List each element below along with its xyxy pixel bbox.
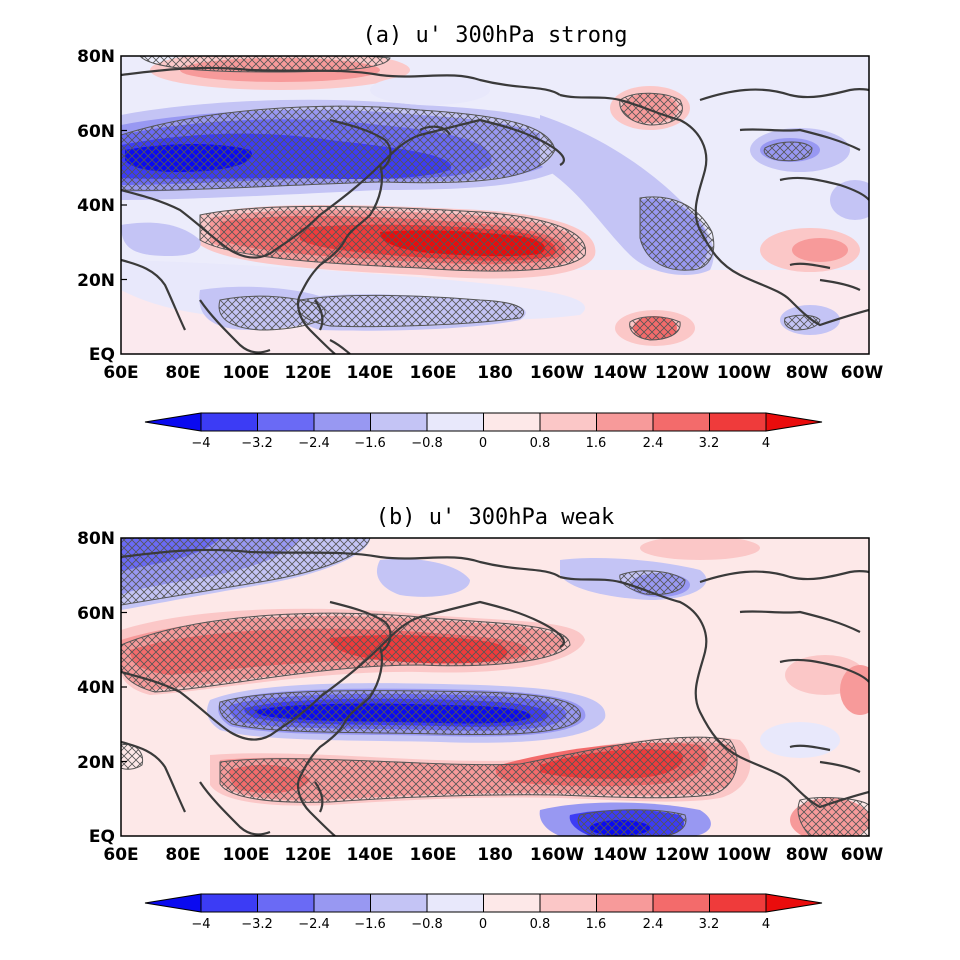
panel-a-lon-labels: 60E 80E 100E 120E 140E 160E 180 160W 140… xyxy=(103,363,883,383)
panel-a-lon-11: 80W xyxy=(786,363,829,383)
panel-a-cbar-tick-1: −3.2 xyxy=(241,436,273,451)
panel-b-cbar-tick-6: 0.8 xyxy=(530,917,551,932)
panel-a-cbar-tick-8: 2.4 xyxy=(643,436,664,451)
panel-b-cbar-tick-2: −2.4 xyxy=(298,917,330,932)
panel-a-cbar-tick-6: 0.8 xyxy=(530,436,551,451)
panel-b-lon-7: 160W xyxy=(530,845,584,865)
colorbar-right-arrow xyxy=(765,412,823,432)
colorbar-box xyxy=(370,893,428,913)
colorbar-box xyxy=(313,412,371,432)
panel-b-lat-40: 40N xyxy=(77,678,115,698)
panel-a-cbar-tick-2: −2.4 xyxy=(298,436,330,451)
colorbar-left-arrow xyxy=(144,412,202,432)
colorbar-box xyxy=(652,412,710,432)
panel-a-cbar-tick-9: 3.2 xyxy=(699,436,720,451)
colorbar-box xyxy=(313,893,371,913)
panel-a-lon-6: 180 xyxy=(477,363,513,383)
panel-b-cbar-tick-8: 2.4 xyxy=(643,917,664,932)
panel-b-lon-8: 140W xyxy=(593,845,647,865)
panel-b-cbar-tick-4: −0.8 xyxy=(411,917,443,932)
panel-a-lat-80: 80N xyxy=(77,47,115,67)
colorbar-box xyxy=(596,893,654,913)
panel-b-cbar-tick-7: 1.6 xyxy=(586,917,607,932)
panel-b-lon-10: 100W xyxy=(717,845,771,865)
panel-b: (b) u' 300hPa weak xyxy=(77,505,883,932)
panel-b-lat-60: 60N xyxy=(77,604,115,624)
colorbar-box xyxy=(596,412,654,432)
panel-b-cbar-tick-5: 0 xyxy=(479,917,487,932)
panel-b-cbar-tick-10: 4 xyxy=(762,917,770,932)
colorbar-box xyxy=(539,893,597,913)
colorbar-box xyxy=(483,893,541,913)
colorbar-box xyxy=(709,412,767,432)
panel-b-lat-80: 80N xyxy=(77,529,115,549)
panel-b-lon-3: 120E xyxy=(284,845,331,865)
panel-b-lon-9: 120W xyxy=(655,845,709,865)
panel-a-cbar-tick-7: 1.6 xyxy=(586,436,607,451)
panel-b-cbar-tick-0: −4 xyxy=(191,917,210,932)
colorbar-box xyxy=(200,412,258,432)
colorbar-box xyxy=(483,412,541,432)
panel-a-cbar-tick-0: −4 xyxy=(191,436,210,451)
panel-a-cbar-tick-4: −0.8 xyxy=(411,436,443,451)
panel-a-lat-0: EQ xyxy=(89,345,115,365)
panel-a-lat-60: 60N xyxy=(77,122,115,142)
panel-b-ticks xyxy=(121,611,127,763)
colorbar-box xyxy=(539,412,597,432)
panel-a-cbar-tick-10: 4 xyxy=(762,436,770,451)
panel-a-lon-2: 100E xyxy=(222,363,269,383)
colorbar-box xyxy=(652,893,710,913)
colorbar-box xyxy=(257,412,315,432)
panel-b-lon-11: 80W xyxy=(786,845,829,865)
panel-b-lat-0: EQ xyxy=(89,827,115,847)
panel-b-cbar-tick-1: −3.2 xyxy=(241,917,273,932)
panel-a-lon-3: 120E xyxy=(284,363,331,383)
panel-a: (a) u' 300hPa strong xyxy=(77,23,883,451)
panel-b-colorbar-labels: −4 −3.2 −2.4 −1.6 −0.8 0 0.8 1.6 2.4 3.2… xyxy=(191,917,770,932)
panel-b-cbar-tick-9: 3.2 xyxy=(699,917,720,932)
panel-a-lon-9: 120W xyxy=(655,363,709,383)
panel-a-cbar-tick-5: 0 xyxy=(479,436,487,451)
panel-b-title: (b) u' 300hPa weak xyxy=(376,505,614,530)
panel-a-colorbar-labels: −4 −3.2 −2.4 −1.6 −0.8 0 0.8 1.6 2.4 3.2… xyxy=(191,436,770,451)
panel-a-lon-7: 160W xyxy=(530,363,584,383)
panel-a-title: (a) u' 300hPa strong xyxy=(363,23,628,48)
panel-b-lon-6: 180 xyxy=(477,845,513,865)
panel-a-lon-1: 80E xyxy=(165,363,200,383)
panel-a-lon-0: 60E xyxy=(103,363,138,383)
panel-a-map xyxy=(121,56,869,354)
panel-a-lon-5: 160E xyxy=(409,363,456,383)
panel-b-lon-1: 80E xyxy=(165,845,200,865)
panel-a-lon-12: 60W xyxy=(841,363,884,383)
colorbar-left-arrow xyxy=(144,893,202,913)
panel-b-lon-4: 140E xyxy=(346,845,393,865)
panel-b-lat-20: 20N xyxy=(77,753,115,773)
panel-a-lat-20: 20N xyxy=(77,271,115,291)
colorbar-box xyxy=(426,893,484,913)
colorbar-box xyxy=(426,412,484,432)
colorbar-box xyxy=(200,893,258,913)
panel-b-lat-labels: 80N 60N 40N 20N EQ xyxy=(77,529,115,847)
colorbar-box xyxy=(370,412,428,432)
panel-b-lon-0: 60E xyxy=(103,845,138,865)
panel-a-lon-8: 140W xyxy=(593,363,647,383)
panel-b-cbar-tick-3: −1.6 xyxy=(354,917,386,932)
panel-b-lon-5: 160E xyxy=(409,845,456,865)
colorbar-box xyxy=(709,893,767,913)
panel-a-ticks xyxy=(121,129,127,281)
panel-b-lon-12: 60W xyxy=(841,845,884,865)
panel-a-colorbar: −4 −3.2 −2.4 −1.6 −0.8 0 0.8 1.6 2.4 3.2… xyxy=(144,412,823,451)
panel-a-lon-4: 140E xyxy=(346,363,393,383)
panel-b-map xyxy=(121,538,869,836)
panel-b-lon-2: 100E xyxy=(222,845,269,865)
colorbar-box xyxy=(257,893,315,913)
panel-a-lat-40: 40N xyxy=(77,196,115,216)
panel-b-colorbar: −4 −3.2 −2.4 −1.6 −0.8 0 0.8 1.6 2.4 3.2… xyxy=(144,893,823,932)
panel-a-cbar-tick-3: −1.6 xyxy=(354,436,386,451)
panel-a-lat-labels: 80N 60N 40N 20N EQ xyxy=(77,47,115,365)
colorbar-right-arrow xyxy=(765,893,823,913)
panel-b-lon-labels: 60E 80E 100E 120E 140E 160E 180 160W 140… xyxy=(103,845,883,865)
panel-a-lon-10: 100W xyxy=(717,363,771,383)
